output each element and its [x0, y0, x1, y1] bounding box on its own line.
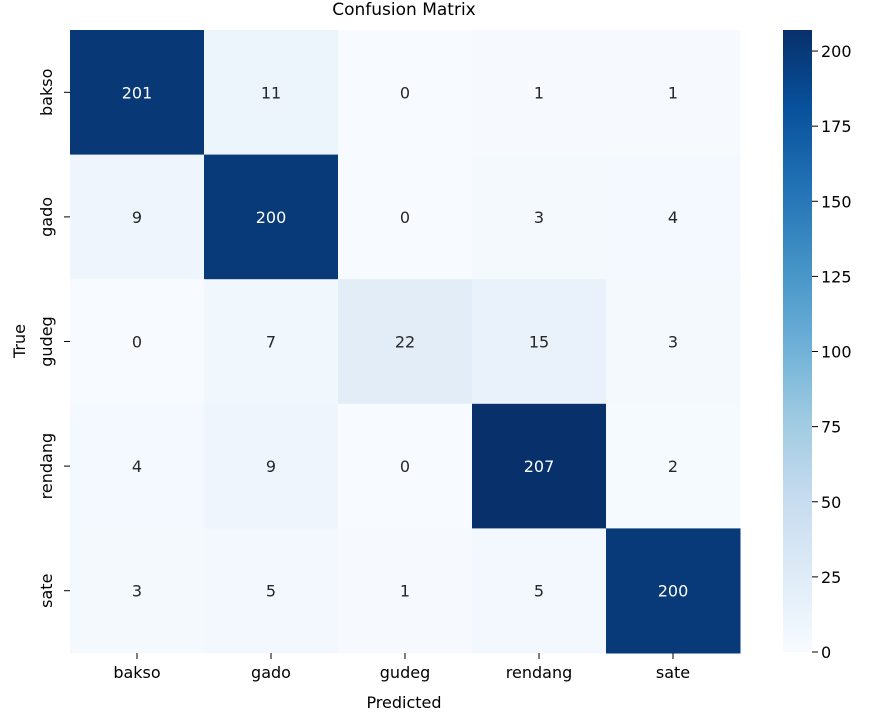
y-axis-label: True — [10, 324, 29, 359]
cell-value-label: 1 — [668, 83, 678, 102]
cell-value-label: 0 — [400, 83, 410, 102]
heatmap-cell-sate-sate — [606, 528, 741, 654]
heatmap-cell-rendang-gudeg — [338, 403, 473, 529]
colorbar-tick-label: 150 — [821, 192, 852, 211]
y-tick-label: sate — [37, 574, 56, 608]
cell-value-label: 0 — [400, 208, 410, 227]
heatmap-cell-bakso-rendang — [472, 30, 607, 156]
cell-value-label: 4 — [132, 457, 142, 476]
colorbar-tick-label: 50 — [821, 493, 841, 512]
cell-value-label: 4 — [668, 208, 678, 227]
heatmap-cell-gudeg-bakso — [70, 279, 205, 405]
cell-value-label: 0 — [400, 457, 410, 476]
cell-value-label: 11 — [261, 83, 281, 102]
cell-value-label: 9 — [132, 208, 142, 227]
heatmap-cell-rendang-gado — [204, 403, 339, 529]
cell-value-label: 3 — [132, 582, 142, 601]
x-tick-label: gudeg — [380, 663, 430, 682]
y-tick-label: gado — [37, 197, 56, 237]
heatmap-cell-sate-rendang — [472, 528, 607, 654]
cell-value-label: 201 — [122, 83, 153, 102]
heatmap-cell-bakso-gado — [204, 30, 339, 156]
heatmap-cells: 201 11 0 1 19 200 0 3 40 7 22 15 34 9 0 207 23 5 1 5 200 — [70, 30, 741, 654]
y-tick-label: bakso — [37, 69, 56, 116]
cell-value-label: 9 — [266, 457, 276, 476]
cell-value-label: 0 — [132, 333, 142, 352]
cell-value-label: 15 — [529, 333, 549, 352]
heatmap-cell-gudeg-sate — [606, 279, 741, 405]
heatmap-cell-rendang-bakso — [70, 403, 205, 529]
colorbar-tick-label: 125 — [821, 267, 852, 286]
colorbar-tick-label: 0 — [821, 643, 831, 662]
y-tick-label: rendang — [37, 433, 56, 499]
colorbar-tick-label: 175 — [821, 117, 852, 136]
cell-value-label: 5 — [266, 582, 276, 601]
colorbar-tick-label: 25 — [821, 568, 841, 587]
heatmap-cell-gado-bakso — [70, 154, 205, 280]
cell-value-label: 200 — [658, 582, 689, 601]
cell-value-label: 5 — [534, 582, 544, 601]
heatmap-cell-bakso-gudeg — [338, 30, 473, 156]
heatmap-cell-gado-sate — [606, 154, 741, 280]
cell-value-label: 207 — [524, 457, 555, 476]
chart-title: Confusion Matrix — [332, 0, 476, 20]
cell-value-label: 1 — [534, 83, 544, 102]
heatmap-cell-gudeg-gado — [204, 279, 339, 405]
heatmap-cell-rendang-sate — [606, 403, 741, 529]
cell-value-label: 22 — [395, 333, 415, 352]
cell-value-label: 3 — [534, 208, 544, 227]
cell-value-label: 7 — [266, 333, 276, 352]
cell-value-label: 200 — [256, 208, 287, 227]
heatmap-cell-gado-rendang — [472, 154, 607, 280]
colorbar-axis: 0 25 50 75 100 125 150 175 200 — [812, 42, 852, 662]
heatmap-cell-bakso-bakso — [70, 30, 205, 156]
heatmap-cell-sate-gudeg — [338, 528, 473, 654]
cell-value-label: 3 — [668, 333, 678, 352]
x-tick-label: rendang — [506, 663, 572, 682]
x-tick-label: bakso — [113, 663, 160, 682]
heatmap-cell-sate-bakso — [70, 528, 205, 654]
y-axis: bakso gado gudeg rendang sate — [37, 69, 70, 608]
colorbar — [783, 30, 812, 652]
x-axis: bakso gado gudeg rendang sate — [113, 653, 690, 682]
heatmap-cell-gado-gudeg — [338, 154, 473, 280]
colorbar-tick-label: 200 — [821, 42, 852, 61]
x-tick-label: sate — [656, 663, 690, 682]
heatmap-cell-bakso-sate — [606, 30, 741, 156]
heatmap-cell-sate-gado — [204, 528, 339, 654]
heatmap-cell-gado-gado — [204, 154, 339, 280]
colorbar-tick-label: 100 — [821, 343, 852, 362]
heatmap-cell-rendang-rendang — [472, 403, 607, 529]
y-tick-label: gudeg — [37, 316, 56, 366]
cell-value-label: 1 — [400, 582, 410, 601]
heatmap-cell-gudeg-gudeg — [338, 279, 473, 405]
x-tick-label: gado — [251, 663, 291, 682]
colorbar-tick-label: 75 — [821, 418, 841, 437]
heatmap-cell-gudeg-rendang — [472, 279, 607, 405]
cell-value-label: 2 — [668, 457, 678, 476]
x-axis-label: Predicted — [366, 693, 441, 712]
